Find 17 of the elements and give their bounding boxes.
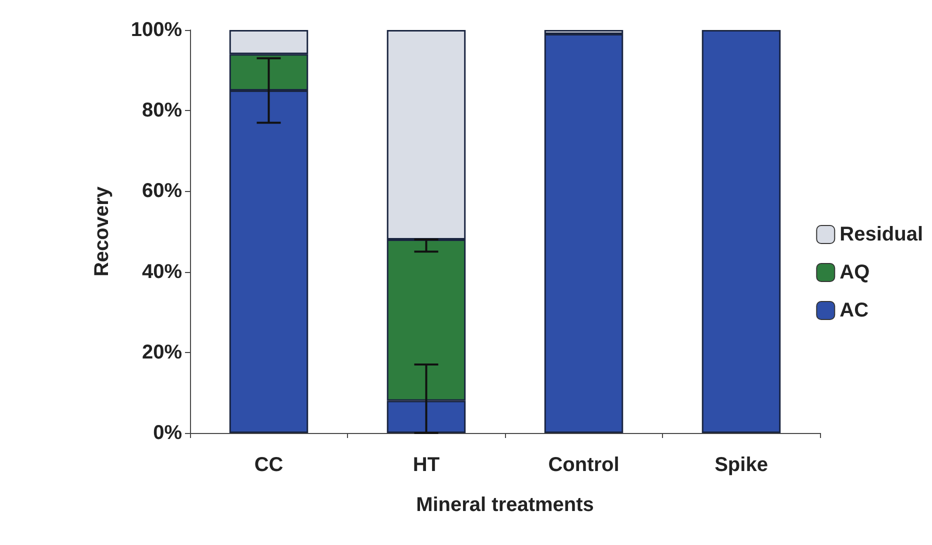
y-tick-label: 60%: [142, 180, 182, 202]
legend-label: Residual: [840, 224, 923, 246]
x-tick-label: CC: [254, 454, 284, 476]
x-tick-label: Control: [548, 454, 620, 476]
x-tick-label: Spike: [714, 454, 768, 476]
y-tick-label: 40%: [142, 260, 182, 283]
y-axis-title: Recovery: [91, 186, 113, 277]
y-tick-label: 100%: [130, 19, 182, 41]
bar: [702, 30, 781, 433]
y-tick-label: 80%: [142, 100, 182, 122]
x-tick-label: HT: [412, 454, 440, 476]
bar: [544, 34, 624, 433]
y-tick-label: 20%: [142, 341, 182, 364]
x-axis-title: Mineral treatments: [416, 494, 594, 516]
y-tick-label: 0%: [153, 422, 182, 444]
legend-label: AQ: [840, 262, 870, 284]
legend-label: AC: [840, 300, 869, 322]
